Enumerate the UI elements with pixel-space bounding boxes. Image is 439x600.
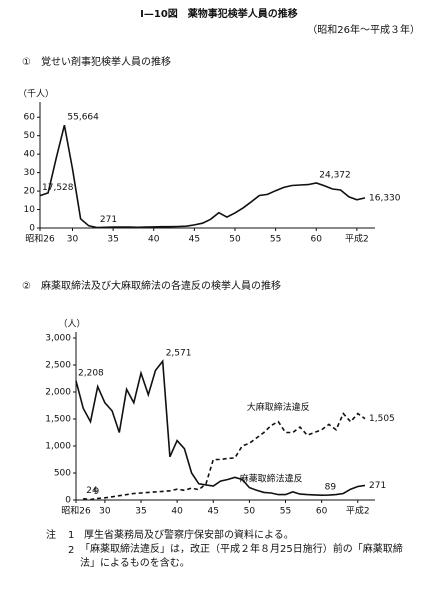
x-tick-label: 50	[229, 235, 241, 245]
x-tick-label: 55	[270, 235, 281, 245]
data-label: 89	[325, 483, 337, 493]
series-label: 大麻取締法違反	[247, 401, 310, 413]
note-number: 1	[68, 530, 74, 541]
data-label: 1,505	[369, 414, 395, 424]
note-text: 「麻薬取締法違反」は，改正（平成２年８月25日施行）前の「麻薬取締法」によるもの…	[80, 544, 403, 569]
x-tick-label: 昭和26	[61, 506, 91, 517]
x-tick-label: 35	[135, 507, 146, 517]
note-number: 2	[68, 545, 74, 556]
series-line	[75, 359, 366, 497]
y-tick-label: 500	[54, 469, 71, 479]
y-axis-label: （人）	[58, 319, 85, 330]
data-label: 2,571	[166, 349, 192, 359]
series-line	[39, 125, 366, 229]
data-label: 9	[93, 487, 99, 497]
y-tick-label: 3,000	[45, 334, 71, 344]
page-subtitle: （昭和26年〜平成３年）	[307, 23, 420, 36]
x-tick-label: 35	[107, 235, 118, 245]
data-label: 16,330	[369, 193, 401, 203]
y-tick-label: 2,500	[45, 361, 71, 371]
data-label: 2,208	[78, 368, 104, 378]
x-tick-label: 昭和26	[25, 234, 55, 245]
x-tick-label: 50	[244, 507, 256, 517]
data-label: 24,372	[319, 171, 351, 181]
y-tick-label: 10	[24, 205, 36, 215]
note-label: 注	[46, 528, 56, 541]
x-tick-label: 40	[148, 235, 160, 245]
data-label: 24	[86, 486, 98, 496]
series-line	[83, 412, 366, 501]
data-label: 55,664	[67, 113, 99, 123]
x-tick-label: 45	[189, 235, 200, 245]
data-label: 17,528	[42, 183, 74, 193]
series-label: 麻薬取締法違反	[240, 472, 303, 484]
x-tick-label: 55	[280, 507, 291, 517]
y-tick-label: 1,500	[45, 415, 71, 425]
x-tick-label: 60	[311, 235, 323, 245]
y-tick-label: 0	[65, 496, 71, 506]
x-tick-label: 40	[171, 507, 183, 517]
y-tick-label: 40	[24, 150, 36, 160]
x-tick-label: 30	[67, 235, 79, 245]
data-label: 271	[100, 215, 117, 225]
y-tick-label: 30	[24, 168, 36, 178]
y-tick-label: 60	[24, 113, 36, 123]
chart-title: ① 覚せい剤事犯検挙人員の推移	[22, 55, 171, 68]
y-tick-label: 20	[24, 187, 36, 197]
y-tick-label: 1,000	[45, 442, 71, 452]
chart-title: ② 麻薬取締法及び大麻取締法の各違反の検挙人員の推移	[22, 279, 281, 292]
y-tick-label: 50	[24, 131, 36, 141]
x-tick-label: 30	[99, 507, 111, 517]
y-tick-label: 0	[29, 224, 35, 234]
data-label: 271	[369, 481, 386, 491]
x-tick-label: 平成2	[346, 505, 370, 517]
note-text: 厚生省薬務局及び警察庁保安部の資料による。	[84, 528, 294, 541]
y-tick-label: 2,000	[45, 388, 71, 398]
page-title: Ⅰ—10図 薬物事犯検挙人員の推移	[140, 7, 298, 20]
x-tick-label: 45	[208, 507, 219, 517]
x-tick-label: 平成2	[345, 233, 369, 245]
note-box: 「麻薬取締法違反」は，改正（平成２年８月25日施行）前の「麻薬取締法」によるもの…	[80, 544, 403, 569]
x-tick-label: 60	[316, 507, 328, 517]
y-axis-label: （千人）	[18, 89, 54, 100]
